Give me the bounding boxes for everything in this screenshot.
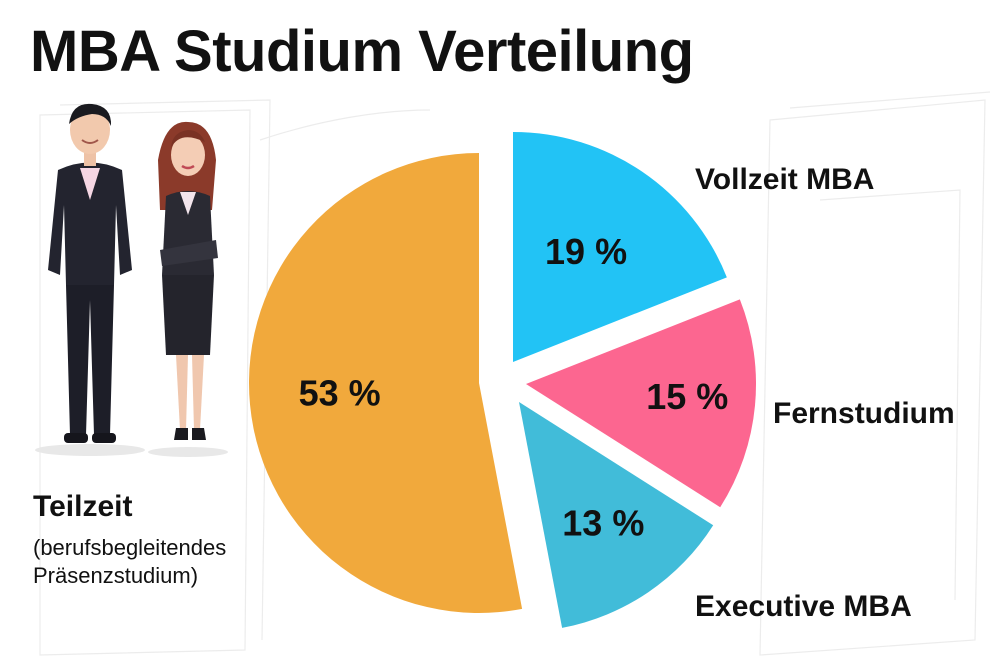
chart-title: MBA Studium Verteilung (30, 19, 694, 84)
teilzeit-note-line2: Präsenzstudium) (33, 563, 199, 588)
business-people-illustration (35, 103, 228, 457)
legend-label-fernstudium: Fernstudium (773, 397, 955, 430)
pie-slice-executive-mba (519, 402, 714, 628)
slice-value-label-vollzeit-mba: 19 % (545, 231, 627, 272)
pie-slice-fernstudium (526, 299, 756, 508)
legend-label-teilzeit: Teilzeit (33, 490, 133, 523)
legend-label-executive-mba: Executive MBA (695, 590, 912, 623)
pie-slice-teilzeit (248, 153, 523, 613)
slice-value-label-executive-mba: 13 % (562, 503, 644, 544)
pie-slice-vollzeit-mba (513, 132, 727, 362)
legend-label-vollzeit-mba: Vollzeit MBA (695, 163, 875, 196)
businessman-figure (35, 103, 145, 456)
businesswoman-figure (148, 121, 228, 457)
teilzeit-note-line1: (berufsbegleitendes (33, 535, 227, 560)
slice-value-label-fernstudium: 15 % (646, 376, 728, 417)
slice-value-label-teilzeit: 53 % (299, 373, 381, 414)
